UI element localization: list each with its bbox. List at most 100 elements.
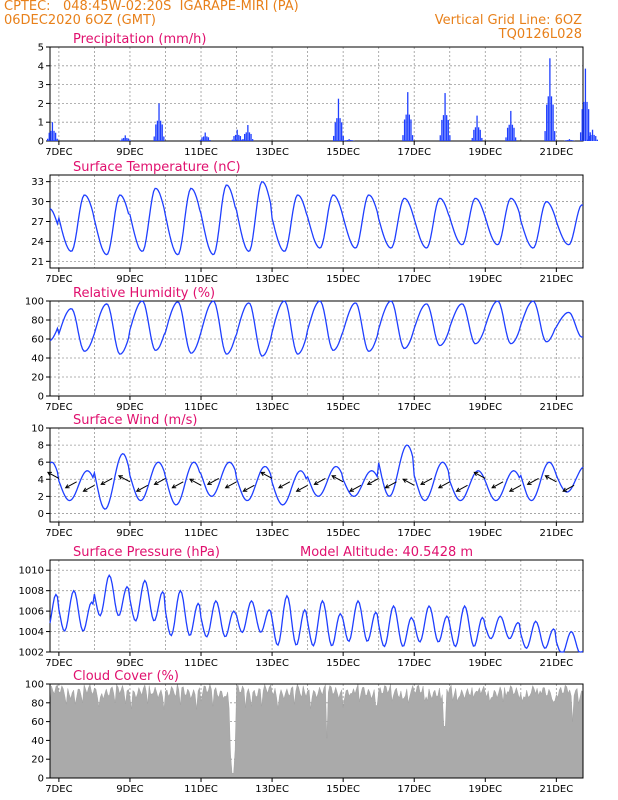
y-tick-label: 24	[31, 237, 44, 248]
precip-bar	[442, 115, 445, 141]
x-tick-label: 19DEC	[468, 784, 502, 795]
precip-bar	[48, 132, 50, 141]
x-tick-label: 9DEC	[116, 402, 143, 413]
precip-bar	[242, 139, 244, 141]
wind-arrow-head	[526, 480, 532, 485]
x-tick-label: 17DEC	[397, 784, 431, 795]
precip-bar	[336, 118, 338, 141]
precip-bar	[244, 133, 246, 141]
precip-bar	[54, 132, 57, 141]
x-tick-label: 9DEC	[116, 658, 143, 669]
precip-bar	[588, 136, 590, 141]
precip-bar	[127, 138, 130, 141]
y-tick-label: 4	[38, 61, 44, 72]
x-tick-label: 13DEC	[255, 147, 289, 158]
precip-bar	[447, 119, 449, 141]
precip-bar	[234, 134, 237, 141]
wind-arrow	[278, 481, 291, 489]
y-tick-label: 40	[31, 354, 44, 365]
precip-bar	[53, 130, 55, 141]
pressure-line	[49, 574, 584, 653]
precip-bar	[129, 140, 131, 141]
x-tick-label: 9DEC	[116, 528, 143, 539]
x-tick-label: 21DEC	[539, 784, 573, 795]
precip-bar	[587, 109, 590, 141]
wind-arrow	[189, 478, 202, 486]
y-tick-label: 33	[31, 177, 44, 188]
humidity-line	[49, 300, 583, 357]
precip-bar	[590, 134, 592, 141]
panel-title: Surface Pressure (hPa)	[73, 545, 220, 560]
panel-title: Cloud Cover (%)	[73, 669, 179, 684]
wind-arrow-head	[260, 471, 266, 477]
precip-bar	[209, 139, 211, 141]
wind-arrow	[47, 471, 60, 479]
panel-title: Surface Wind (m/s)	[73, 413, 197, 428]
x-tick-label: 7DEC	[45, 147, 72, 158]
precip-bar	[479, 129, 481, 141]
wind-arrow-head	[171, 484, 177, 489]
precip-bar	[236, 129, 238, 141]
precip-bar	[158, 103, 160, 141]
precip-bar	[247, 125, 249, 141]
wind-arrow-head	[384, 484, 390, 489]
x-tick-label: 19DEC	[468, 274, 502, 285]
wind-arrow	[225, 481, 237, 489]
panel-title: Precipitation (mm/h)	[73, 32, 206, 47]
x-tick-label: 7DEC	[45, 402, 72, 413]
wind-arrow	[438, 481, 450, 489]
y-tick-label: 8	[38, 441, 44, 452]
wind-arrow	[65, 481, 77, 489]
precip-bar	[581, 109, 583, 141]
wind-arrow	[349, 484, 362, 492]
precip-bar	[411, 135, 414, 141]
precip-bar	[446, 115, 448, 141]
y-tick-label: 30	[31, 197, 44, 208]
precip-bar	[567, 139, 569, 141]
y-tick-label: 0	[38, 137, 44, 148]
wind-arrow	[331, 475, 344, 483]
panel-frame	[49, 174, 584, 269]
y-tick-label: 5	[38, 43, 44, 54]
precip-bar	[510, 110, 512, 141]
precip-bar	[50, 130, 52, 141]
precip-bar	[478, 127, 480, 141]
x-tick-label: 17DEC	[397, 402, 431, 413]
panel-cloud: 0 20 40 60 80 100 7DEC 9DEC 11DEC 13DEC 15DEC 17DEC…	[25, 669, 584, 795]
precip-bar	[505, 137, 507, 141]
panel-humidity: 0 20 40 60 80 100 7DEC 9DEC 11DEC 13DEC 15DEC 17DEC…	[25, 286, 584, 413]
precip-bar	[546, 104, 548, 141]
wind-arrow	[243, 484, 255, 492]
y-tick-label: 1010	[19, 566, 44, 577]
panel-subtitle: Model Altitude: 40.5428 m	[300, 545, 473, 560]
precip-bar	[250, 133, 252, 141]
precip-bar	[156, 120, 159, 141]
wind-arrow	[154, 477, 166, 485]
precip-bar	[351, 140, 353, 141]
precip-bar	[46, 138, 49, 141]
x-tick-label: 7DEC	[45, 528, 72, 539]
wind-arrow	[420, 477, 433, 485]
precip-bar	[583, 101, 585, 141]
x-tick-label: 13DEC	[255, 658, 289, 669]
precip-bar	[231, 139, 234, 141]
panel-pressure: 1002 1004 1006 1008 1010 7DEC 9DEC 11DEC 13DEC 15…	[19, 545, 584, 669]
x-tick-label: 17DEC	[397, 528, 431, 539]
wind-arrow-head	[82, 487, 88, 492]
panel-frame	[49, 300, 584, 397]
wind-arrow-head	[491, 484, 496, 489]
precip-bar	[204, 132, 206, 141]
precip-bar	[124, 135, 126, 141]
precip-bar	[473, 129, 475, 141]
precip-bar	[341, 122, 343, 141]
precip-bar	[570, 139, 572, 141]
precip-bar	[439, 135, 441, 141]
x-tick-label: 13DEC	[255, 274, 289, 285]
wind-arrow-head	[206, 480, 212, 485]
precip-bar	[333, 135, 335, 141]
x-tick-label: 7DEC	[45, 658, 72, 669]
precip-bar	[586, 101, 588, 141]
precip-bar	[201, 137, 203, 141]
precip-bar	[552, 104, 554, 141]
precip-bar	[449, 135, 451, 141]
